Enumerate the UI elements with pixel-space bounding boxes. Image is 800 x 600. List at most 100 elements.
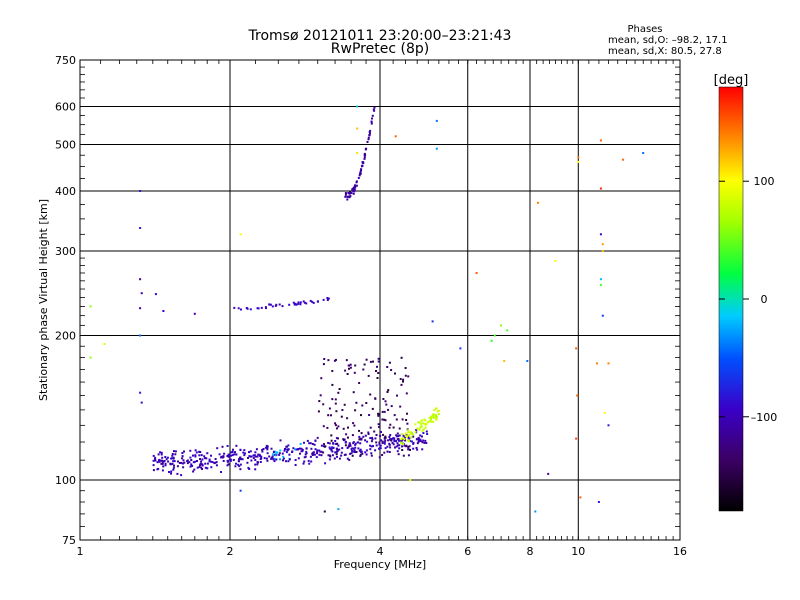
data-point: [416, 427, 419, 430]
data-point: [302, 300, 305, 303]
data-point: [242, 451, 245, 454]
data-point: [239, 463, 242, 466]
data-point: [198, 465, 201, 468]
data-point: [351, 454, 354, 457]
data-point: [388, 451, 391, 453]
data-point: [223, 452, 226, 455]
data-point: [416, 442, 419, 445]
data-point: [237, 463, 240, 466]
data-point: [432, 416, 435, 419]
data-point: [576, 394, 579, 397]
data-point: [214, 458, 217, 460]
data-point: [599, 278, 602, 281]
data-point: [380, 439, 382, 442]
data-point: [258, 453, 261, 456]
data-point: [89, 356, 92, 359]
data-point: [354, 186, 357, 189]
data-point: [239, 489, 242, 492]
data-point: [405, 392, 408, 395]
data-point: [254, 463, 257, 466]
data-point: [373, 430, 376, 433]
data-point: [182, 459, 185, 462]
data-point: [297, 457, 300, 460]
data-point: [431, 320, 434, 323]
data-point: [435, 414, 437, 417]
data-point: [395, 434, 398, 437]
data-point: [296, 448, 299, 451]
data-point: [359, 448, 362, 451]
data-point: [394, 372, 396, 375]
data-point: [421, 448, 424, 451]
data-point: [412, 435, 415, 438]
data-point: [383, 451, 386, 454]
data-point: [412, 433, 415, 436]
data-point: [355, 401, 358, 404]
data-point: [154, 459, 157, 462]
data-point: [208, 458, 211, 461]
data-point: [356, 127, 359, 130]
data-point: [365, 453, 368, 456]
data-point: [196, 466, 199, 469]
data-point: [475, 272, 478, 274]
data-point: [330, 439, 333, 442]
data-point: [365, 449, 368, 452]
data-point: [352, 422, 355, 425]
data-point: [336, 449, 339, 451]
data-point: [252, 454, 255, 457]
data-point: [597, 501, 600, 503]
data-point: [334, 398, 337, 401]
data-point: [279, 439, 282, 442]
data-point: [500, 324, 503, 327]
x-tick-label: 10: [571, 545, 585, 558]
data-point: [599, 233, 602, 236]
data-point: [367, 138, 370, 141]
data-point: [393, 440, 396, 443]
data-point: [349, 366, 352, 369]
data-point: [381, 418, 384, 421]
data-point: [373, 106, 376, 109]
data-point: [243, 449, 246, 452]
data-point: [344, 444, 347, 447]
data-point: [414, 423, 417, 426]
data-point: [194, 454, 197, 457]
data-point: [322, 363, 325, 366]
data-point: [201, 464, 204, 467]
data-point: [228, 453, 231, 456]
data-point: [220, 471, 222, 473]
data-point: [366, 141, 369, 143]
data-point: [254, 455, 257, 458]
data-point: [334, 451, 337, 454]
data-point: [421, 429, 424, 432]
data-point: [314, 439, 317, 442]
data-point: [294, 459, 297, 461]
data-point: [193, 312, 196, 315]
data-point: [335, 410, 338, 413]
data-point: [238, 458, 241, 460]
data-point: [239, 233, 242, 236]
data-point: [222, 455, 225, 458]
data-point: [388, 443, 391, 446]
data-point: [239, 456, 242, 459]
data-point: [312, 451, 315, 454]
data-point: [159, 451, 162, 454]
y-tick-label: 100: [55, 474, 76, 487]
data-point: [363, 363, 366, 366]
data-point: [270, 457, 273, 460]
data-point: [172, 468, 175, 471]
data-point: [194, 449, 197, 452]
data-point: [364, 451, 367, 454]
data-point: [304, 455, 307, 458]
data-point: [363, 156, 366, 159]
data-point: [401, 445, 403, 448]
data-point: [295, 448, 298, 451]
data-point: [415, 429, 418, 431]
data-point: [275, 452, 278, 455]
data-point: [154, 456, 157, 459]
data-point: [404, 367, 407, 369]
data-point: [358, 382, 361, 384]
data-point: [171, 457, 174, 460]
data-point: [334, 422, 337, 425]
data-point: [345, 359, 348, 362]
data-point: [331, 450, 334, 453]
